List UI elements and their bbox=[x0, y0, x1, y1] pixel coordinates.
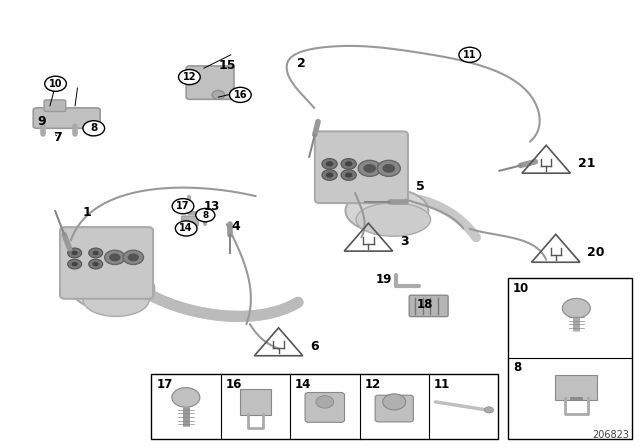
Ellipse shape bbox=[346, 188, 428, 233]
Circle shape bbox=[179, 69, 200, 85]
Text: 10: 10 bbox=[513, 282, 529, 295]
Ellipse shape bbox=[356, 203, 431, 236]
Text: 9: 9 bbox=[37, 115, 46, 128]
Circle shape bbox=[172, 198, 194, 214]
Text: 18: 18 bbox=[417, 297, 433, 310]
FancyBboxPatch shape bbox=[33, 108, 100, 128]
Text: 17: 17 bbox=[176, 201, 189, 211]
Text: 4: 4 bbox=[232, 220, 240, 233]
Text: 8: 8 bbox=[513, 361, 522, 374]
Text: 8: 8 bbox=[90, 123, 97, 133]
Circle shape bbox=[322, 170, 337, 181]
Circle shape bbox=[364, 164, 376, 173]
Circle shape bbox=[172, 388, 200, 407]
Circle shape bbox=[123, 250, 143, 264]
Text: 3: 3 bbox=[400, 235, 408, 248]
Text: 6: 6 bbox=[310, 340, 319, 353]
Ellipse shape bbox=[72, 266, 154, 311]
Circle shape bbox=[68, 259, 82, 269]
Circle shape bbox=[326, 172, 333, 178]
Circle shape bbox=[72, 251, 78, 255]
FancyBboxPatch shape bbox=[240, 389, 271, 415]
Text: 19: 19 bbox=[376, 273, 392, 286]
Bar bbox=[508, 278, 632, 439]
Text: 1: 1 bbox=[83, 207, 92, 220]
Text: 12: 12 bbox=[182, 72, 196, 82]
Bar bbox=[151, 374, 499, 439]
FancyBboxPatch shape bbox=[44, 100, 66, 112]
Text: 16: 16 bbox=[226, 378, 242, 391]
Circle shape bbox=[175, 221, 197, 236]
Circle shape bbox=[484, 407, 493, 413]
Circle shape bbox=[93, 251, 99, 255]
Circle shape bbox=[322, 159, 337, 169]
Circle shape bbox=[383, 164, 395, 173]
Circle shape bbox=[104, 250, 125, 264]
Text: 16: 16 bbox=[234, 90, 247, 100]
FancyBboxPatch shape bbox=[305, 392, 344, 422]
Circle shape bbox=[341, 159, 356, 169]
Circle shape bbox=[326, 161, 333, 167]
FancyBboxPatch shape bbox=[409, 295, 448, 317]
Circle shape bbox=[563, 298, 590, 318]
FancyBboxPatch shape bbox=[60, 227, 153, 299]
FancyBboxPatch shape bbox=[556, 375, 597, 400]
Text: 11: 11 bbox=[434, 378, 451, 391]
Circle shape bbox=[358, 160, 381, 177]
Text: 14: 14 bbox=[179, 224, 193, 233]
Text: 8: 8 bbox=[202, 211, 209, 220]
Circle shape bbox=[345, 172, 353, 178]
Text: 15: 15 bbox=[219, 60, 236, 73]
Text: 10: 10 bbox=[49, 79, 62, 89]
Text: 13: 13 bbox=[204, 200, 220, 213]
Text: 2: 2 bbox=[296, 57, 305, 70]
Circle shape bbox=[89, 259, 102, 269]
Text: 14: 14 bbox=[295, 378, 312, 391]
Text: 206823: 206823 bbox=[592, 430, 629, 440]
Circle shape bbox=[68, 248, 82, 258]
Circle shape bbox=[72, 262, 78, 266]
Circle shape bbox=[212, 90, 225, 99]
FancyBboxPatch shape bbox=[186, 66, 234, 99]
FancyBboxPatch shape bbox=[315, 131, 408, 203]
Ellipse shape bbox=[83, 283, 149, 316]
Text: 7: 7 bbox=[53, 131, 62, 144]
Circle shape bbox=[93, 262, 99, 266]
Circle shape bbox=[345, 161, 353, 167]
Circle shape bbox=[316, 396, 333, 408]
Circle shape bbox=[196, 208, 215, 222]
Circle shape bbox=[109, 254, 120, 261]
Circle shape bbox=[341, 170, 356, 181]
Circle shape bbox=[89, 248, 102, 258]
Text: 21: 21 bbox=[578, 157, 595, 170]
Text: 5: 5 bbox=[416, 180, 425, 193]
Text: 12: 12 bbox=[365, 378, 381, 391]
Circle shape bbox=[83, 121, 104, 136]
Circle shape bbox=[230, 87, 251, 103]
Text: 17: 17 bbox=[156, 378, 173, 391]
Circle shape bbox=[459, 47, 481, 62]
Text: 11: 11 bbox=[463, 50, 477, 60]
Circle shape bbox=[127, 254, 139, 261]
Text: 20: 20 bbox=[588, 246, 605, 259]
FancyBboxPatch shape bbox=[182, 216, 198, 226]
Circle shape bbox=[45, 76, 67, 91]
Circle shape bbox=[378, 160, 400, 177]
Circle shape bbox=[383, 394, 406, 410]
FancyBboxPatch shape bbox=[375, 395, 413, 422]
